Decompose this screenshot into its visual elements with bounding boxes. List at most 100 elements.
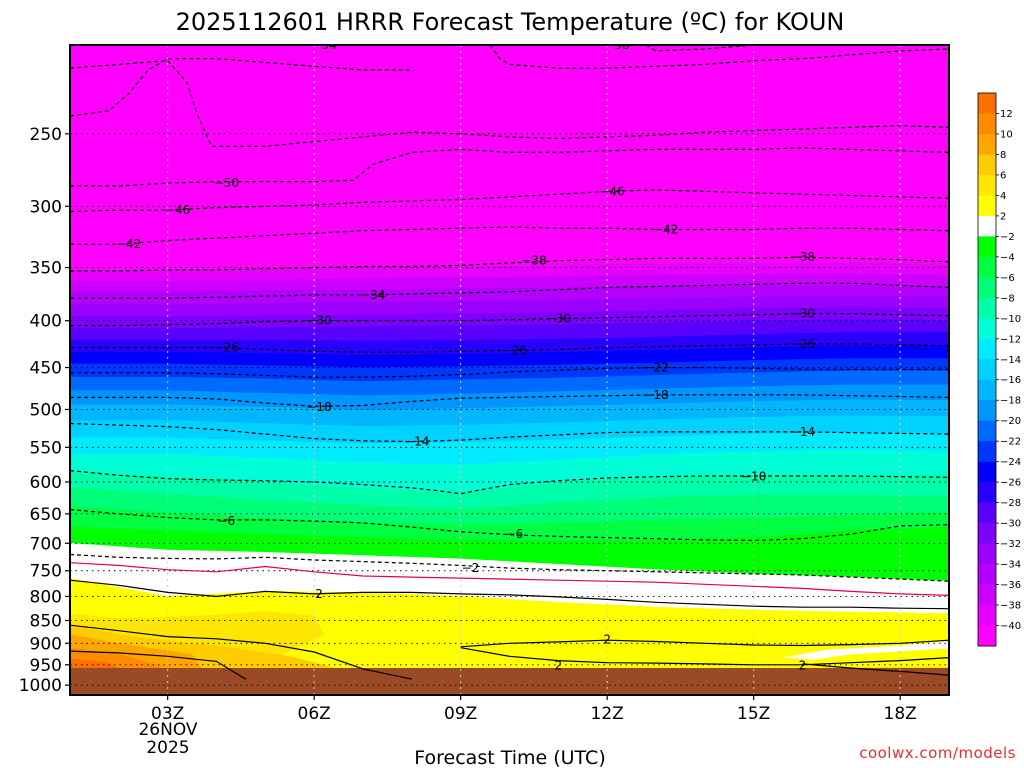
colorbar-label: −20 [1000, 416, 1021, 427]
x-date-label-year: 2025 [146, 738, 189, 758]
colorbar-swatch [978, 461, 996, 483]
colorbar-label: −2 [1000, 232, 1015, 243]
chart-title: 2025112601 HRRR Forecast Temperature (ºC… [176, 8, 845, 36]
isotherm-label: −18 [306, 400, 331, 414]
colorbar-swatch [978, 318, 996, 340]
colorbar-swatch [978, 379, 996, 401]
colorbar-swatch [978, 297, 996, 319]
x-axis-label: Forecast Time (UTC) [414, 747, 605, 768]
colorbar-label: 8 [1000, 150, 1006, 161]
isotherm-label: −58 [604, 38, 629, 52]
plot-frame [69, 44, 950, 696]
isotherm-label: −26 [790, 337, 815, 351]
isotherm-line [70, 579, 949, 610]
isotherm-label: −6 [217, 514, 235, 528]
y-tick-label: 600 [30, 473, 62, 493]
colorbar-label: −24 [1000, 457, 1021, 468]
isotherm-label: −54 [311, 38, 336, 52]
colorbar-swatch [978, 338, 996, 360]
colorbar-swatch [978, 605, 996, 626]
colorbar-swatch [978, 215, 996, 237]
colorbar-label: −26 [1000, 478, 1021, 489]
colorbar-label: −30 [1000, 519, 1021, 530]
isotherm-label: −14 [790, 425, 815, 439]
isotherm-label: −26 [214, 341, 239, 355]
y-tick-label: 650 [30, 505, 62, 525]
y-tick-label: 400 [30, 312, 62, 332]
y-tick-label: 1000 [19, 676, 62, 696]
isotherm-line [70, 58, 412, 117]
y-tick-label: 950 [30, 656, 62, 676]
y-tick-label: 850 [30, 612, 62, 632]
x-date-label-day: 26NOV [138, 720, 197, 740]
isotherm-line [802, 663, 949, 676]
isotherm-line [70, 470, 949, 495]
isotherm-label: 2 [315, 587, 323, 601]
isotherm-label: −30 [306, 314, 331, 328]
x-tick-label: 06Z [298, 704, 331, 724]
isotherm-label: −22 [643, 361, 668, 375]
colorbar-label: −18 [1000, 396, 1021, 407]
isotherm-line [70, 147, 949, 187]
colorbar-label: −16 [1000, 375, 1021, 386]
isotherm-label: −30 [546, 312, 571, 326]
y-axis: 2503003504004505005506006507007508008509… [19, 125, 70, 696]
isotherm-line [70, 562, 949, 596]
isotherm-label: −2 [462, 561, 480, 575]
colorbar-swatch [978, 174, 996, 196]
colorbar-label: −28 [1000, 498, 1021, 509]
warm-patch [783, 641, 949, 660]
isotherm-label: −14 [404, 435, 429, 449]
ground-surface [70, 668, 949, 695]
isotherm-line [70, 650, 247, 680]
colorbar-swatch [978, 564, 996, 585]
y-tick-label: 900 [30, 634, 62, 654]
isotherm-line [70, 624, 412, 680]
plot-area: −54 −58 −50 −46 −46 −42 −42 −38 −38 −34 −30 −30 −30 −… [70, 38, 949, 695]
colorbar-label: 6 [1000, 170, 1006, 181]
isotherm-line [70, 59, 949, 147]
colorbar-label: −32 [1000, 539, 1021, 550]
colorbar-swatch [978, 400, 996, 422]
colorbar-label: −6 [1000, 273, 1015, 284]
y-tick-label: 250 [30, 125, 62, 145]
isotherm-label: −6 [506, 527, 524, 541]
colorbar-label: −4 [1000, 252, 1015, 263]
temperature-band [70, 45, 949, 271]
y-tick-label: 550 [30, 438, 62, 458]
colorbar-swatch [978, 113, 996, 135]
x-tick-label: 12Z [591, 704, 624, 724]
isotherm-line [460, 647, 949, 666]
isotherm-label: −18 [643, 388, 668, 402]
isotherm-label: 2 [799, 659, 807, 673]
colorbar-swatch [978, 523, 996, 544]
isotherm-label: −42 [653, 222, 678, 236]
colorbar-label: −38 [1000, 601, 1021, 612]
y-tick-label: 450 [30, 359, 62, 379]
colorbar-swatch [978, 277, 996, 299]
colorbar-swatch [978, 420, 996, 442]
colorbar-swatch [978, 195, 996, 217]
isotherm-label: −38 [521, 254, 546, 268]
isotherm-line [460, 639, 949, 648]
x-tick-label: 09Z [444, 704, 477, 724]
colorbar-swatch [978, 584, 996, 606]
isotherm-label: −50 [214, 176, 239, 190]
isotherm-line [489, 45, 949, 69]
colorbar-swatch [978, 133, 996, 155]
colorbar-swatch [978, 502, 996, 524]
watermark: coolwx.com/models [859, 744, 1016, 762]
colorbar-frame [977, 92, 997, 647]
colorbar-label: −22 [1000, 437, 1021, 448]
isotherm-label: −46 [599, 184, 624, 198]
isotherm-line [645, 45, 754, 52]
x-axis: 03Z 06Z 09Z 12Z 15Z 18Z [151, 695, 917, 724]
colorbar-label: 2 [1000, 211, 1006, 222]
y-tick-label: 800 [30, 587, 62, 607]
colorbar-swatch [978, 93, 996, 114]
colorbar-label: −34 [1000, 560, 1021, 571]
temperature-bands [70, 45, 949, 695]
colorbar-swatch [978, 256, 996, 278]
colorbar-label: 10 [1000, 129, 1013, 140]
